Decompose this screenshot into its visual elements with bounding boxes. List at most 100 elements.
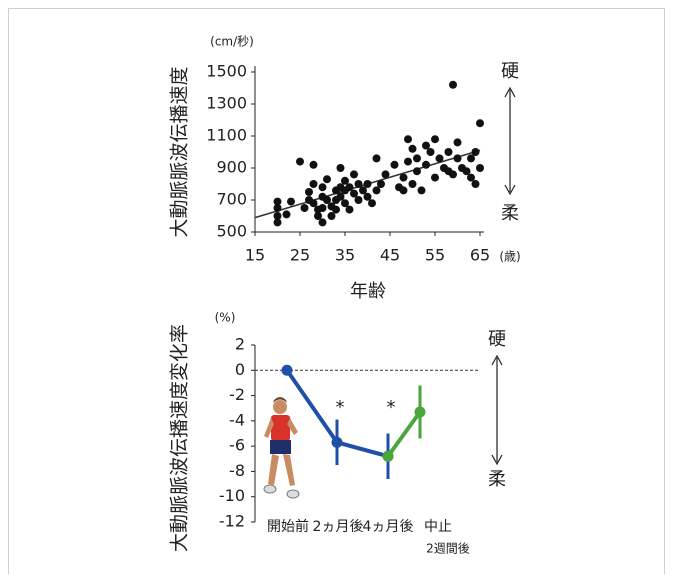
point [332, 205, 340, 214]
x-tick-label: 15 [245, 246, 265, 265]
point [413, 167, 421, 176]
y-tick-label: 900 [216, 158, 247, 177]
point [453, 138, 462, 147]
x-tick-label: 45 [380, 246, 400, 265]
y-tick-label: 700 [216, 190, 247, 209]
x-tick-label: 4ヵ月後 [363, 519, 414, 535]
arrow [491, 354, 503, 466]
point [359, 186, 367, 195]
point [444, 148, 453, 156]
point [273, 204, 282, 212]
point [404, 157, 412, 166]
y-unit: (%) [215, 311, 236, 325]
point [431, 135, 439, 144]
x-tick-label: 25 [290, 246, 310, 265]
point [372, 154, 381, 163]
point [341, 176, 349, 185]
point [341, 199, 349, 208]
point [467, 154, 475, 163]
point [404, 135, 412, 144]
point [449, 170, 457, 179]
x-axis-label: 年齢 [350, 281, 386, 302]
point [399, 186, 408, 195]
point [476, 164, 484, 172]
point [318, 204, 327, 212]
point [382, 450, 394, 462]
y-tick-label: 1500 [206, 62, 247, 81]
y-tick-label: 500 [216, 222, 247, 241]
y-tick-label: 1300 [206, 94, 247, 113]
point [345, 183, 354, 192]
point [345, 205, 354, 214]
point [368, 199, 376, 208]
runner-illustration [263, 397, 300, 499]
point [309, 199, 318, 208]
point [327, 212, 336, 220]
point [417, 186, 426, 195]
y-tick-label: -10 [219, 486, 245, 505]
point [453, 154, 462, 163]
frame [8, 8, 665, 578]
y-tick-label: -8 [229, 461, 245, 480]
point [354, 180, 363, 188]
significance-marker: * [336, 397, 345, 418]
point [323, 175, 331, 184]
point [273, 212, 282, 220]
point [336, 164, 345, 172]
annotation-top: 硬 [488, 329, 506, 350]
point [413, 154, 421, 163]
point [467, 173, 475, 182]
point [372, 186, 381, 195]
x-tick-label: 65 [470, 246, 490, 265]
annotation-bottom: 柔 [488, 469, 506, 490]
y-tick-label: 0 [235, 360, 245, 379]
point [336, 192, 345, 201]
point [309, 160, 318, 169]
point [318, 218, 327, 227]
annotation-top: 硬 [501, 61, 519, 82]
y-unit: (cm/秒) [210, 35, 254, 49]
y-tick-label: -2 [229, 385, 245, 404]
y-tick-label: -12 [219, 512, 245, 531]
y-axis-label: 大動脈脈波伝播速度変化率 [169, 324, 191, 552]
point [408, 144, 417, 153]
point [377, 180, 385, 188]
x-tick-label: 中止 [424, 519, 452, 535]
point [281, 364, 293, 376]
point [354, 196, 363, 204]
point [390, 160, 399, 169]
x-tick-label: 開始前 [267, 518, 309, 535]
y-tick-label: 1100 [206, 126, 247, 145]
point [318, 183, 327, 192]
point [462, 167, 471, 176]
point [449, 80, 457, 89]
point [273, 218, 282, 227]
point [471, 180, 480, 188]
point [282, 210, 291, 219]
series-line [386, 410, 422, 458]
point [435, 154, 444, 163]
x-tick-label: 35 [335, 246, 355, 265]
point [309, 180, 318, 188]
point [331, 436, 343, 448]
point [426, 148, 435, 156]
point [414, 406, 426, 418]
x-tick-sublabel: 2週間後 [426, 542, 470, 556]
point [431, 173, 439, 182]
y-tick-label: 2 [235, 335, 245, 354]
annotation-bottom: 柔 [501, 203, 519, 224]
point [273, 197, 282, 206]
point [422, 160, 430, 169]
point [287, 197, 295, 206]
point [323, 196, 331, 204]
x-tick-label: 55 [425, 246, 445, 265]
arrow [504, 86, 516, 196]
y-axis-label: 大動脈脈波伝播速度 [169, 66, 191, 237]
point [408, 180, 417, 188]
point [350, 170, 358, 179]
point [350, 189, 358, 198]
point [476, 119, 484, 128]
point [300, 204, 309, 212]
point [305, 188, 313, 196]
